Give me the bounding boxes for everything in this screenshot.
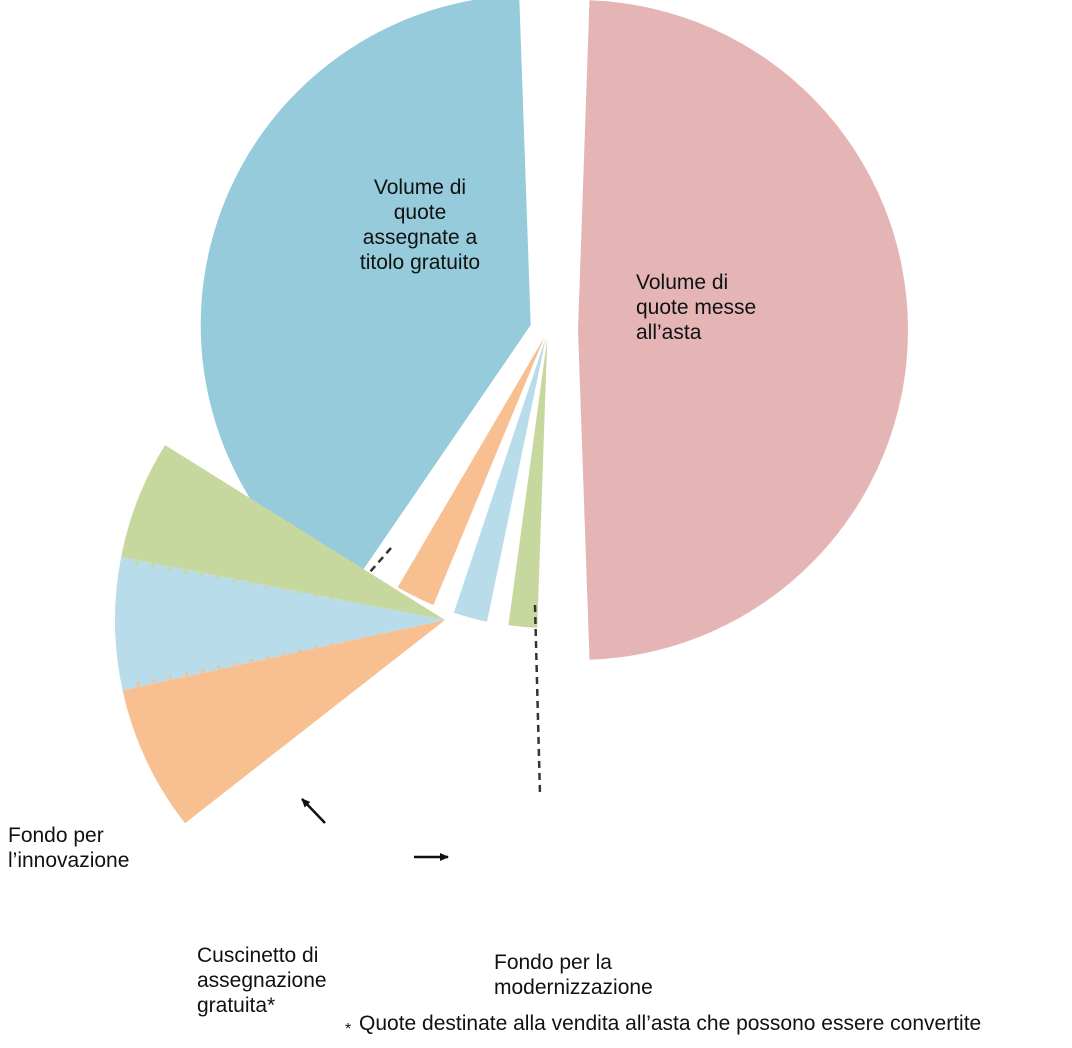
buffer-hatch-green: [183, 569, 188, 574]
buffer-hatch-green: [264, 585, 269, 589]
breakout-slice-innovation: [122, 620, 445, 824]
breakout-label-buffer: Cuscinetto di assegnazione gratuita*: [197, 944, 327, 1017]
breakout-label-modernisation: Fondo per la modernizzazione: [494, 951, 653, 999]
buffer-hatch-green: [134, 560, 139, 566]
buffer-hatch-orange: [184, 671, 189, 677]
buffer-hatch-orange: [136, 681, 141, 687]
buffer-hatch-green: [248, 582, 253, 586]
main-slice-modernisation: [508, 337, 548, 628]
main-slice-innovation: [397, 337, 545, 605]
buffer-hatch-orange: [249, 658, 253, 663]
buffer-hatch-orange: [233, 662, 237, 666]
buffer-hatch-green: [232, 579, 236, 583]
breakout-connectors: [267, 547, 542, 796]
main-slice-free_allocation: [200, 0, 531, 598]
breakout-slice-modernisation: [121, 445, 445, 620]
main-pie: [200, 0, 909, 660]
conversion-arrows: [301, 798, 449, 861]
connector-right: [533, 604, 542, 796]
main-slice-auctioned: [578, 0, 909, 660]
slice-label-auctioned: Volume di quote messe all’asta: [636, 271, 757, 344]
arrow-to-innovation: [301, 798, 326, 824]
buffer-hatch-orange: [168, 675, 173, 680]
buffer-hatch-green: [151, 563, 155, 569]
breakout-pie: [115, 445, 445, 824]
buffer-hatch-green: [167, 566, 172, 572]
slice-label-free-allocation: Volume di quote assegnate a titolo gratu…: [359, 176, 481, 274]
buffer-hatch-orange: [152, 678, 157, 684]
buffer-hatch-orange: [217, 665, 221, 670]
main-slice-buffer: [453, 337, 546, 622]
breakout-label-innovation: Fondo per l’innovazione: [8, 824, 130, 872]
buffer-hatch-orange: [200, 668, 205, 673]
buffer-hatch-orange: [297, 649, 302, 652]
footnote-marker: *: [345, 1021, 352, 1038]
footnote-text: Quote destinate alla vendita all’asta ch…: [359, 1012, 982, 1035]
buffer-hatch-green: [199, 572, 204, 577]
buffer-hatch-green: [216, 576, 220, 580]
buffer-hatch-orange: [265, 655, 270, 659]
breakout-slice-buffer: [115, 557, 445, 691]
